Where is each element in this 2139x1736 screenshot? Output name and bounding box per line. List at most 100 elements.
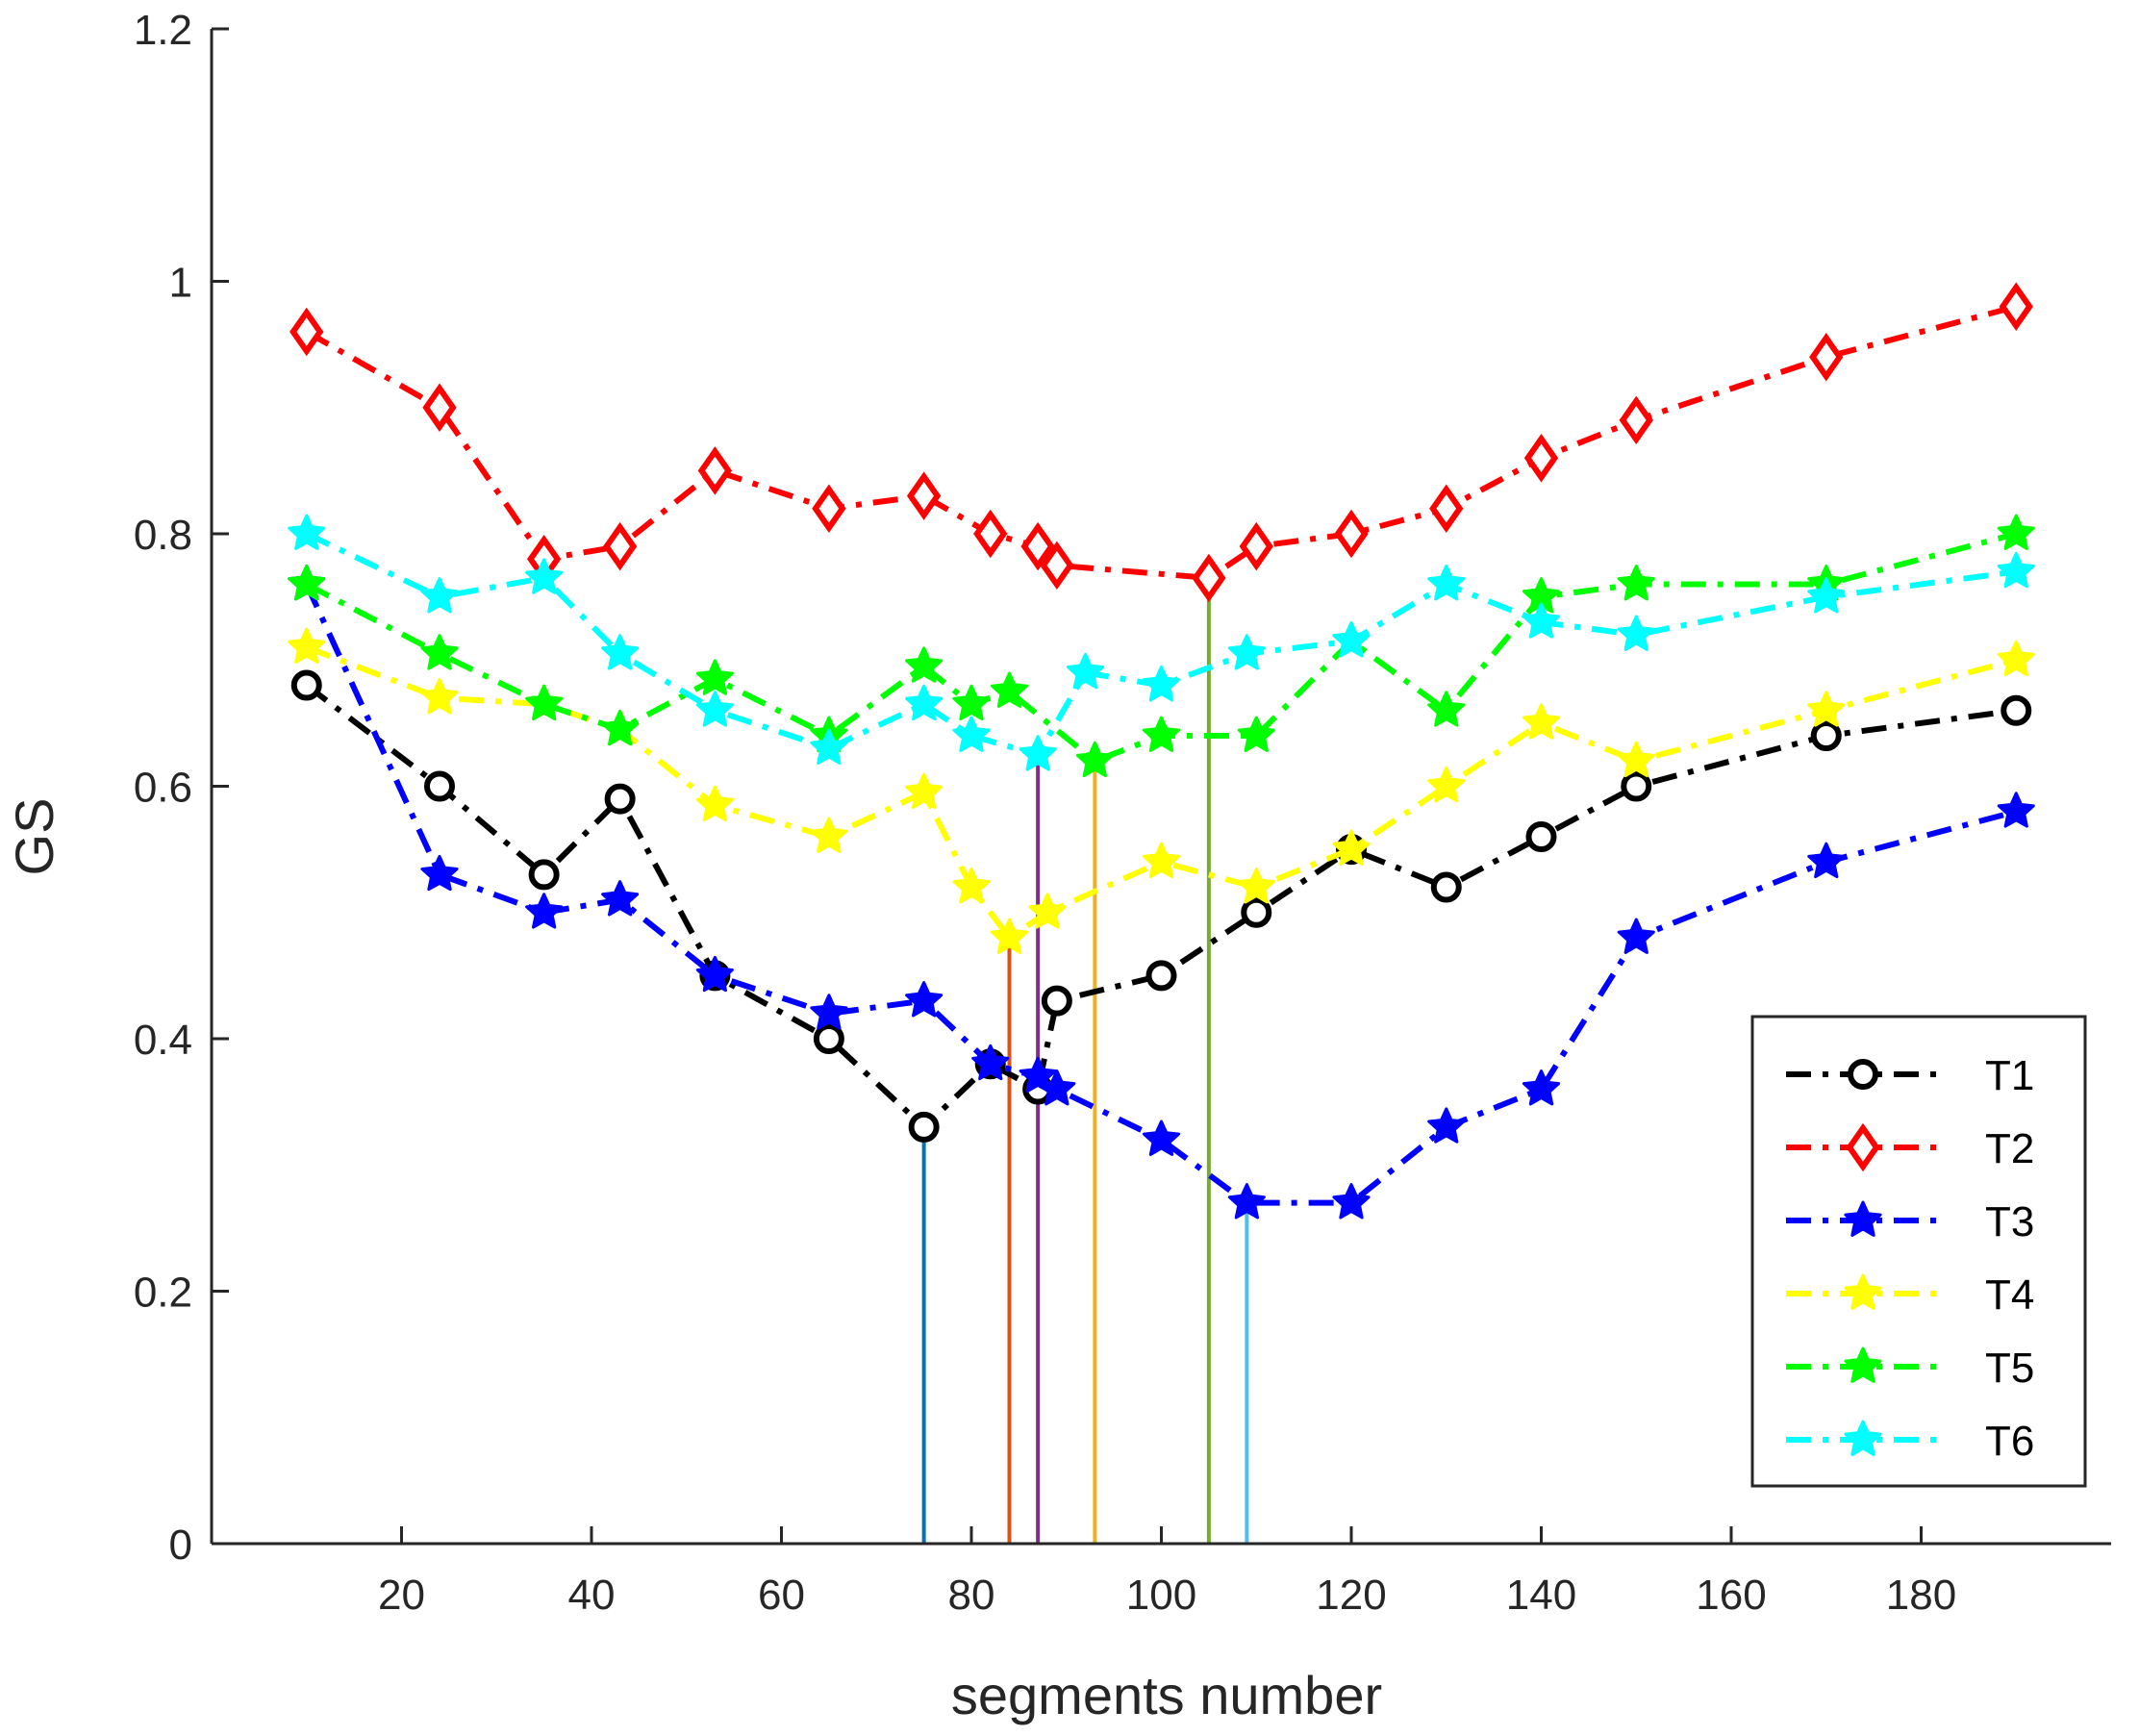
series-line xyxy=(304,683,2017,1130)
legend-label: T3 xyxy=(1985,1198,2034,1245)
data-point xyxy=(601,634,640,670)
legend-label: T1 xyxy=(1985,1052,2034,1099)
data-point xyxy=(695,955,734,993)
data-point xyxy=(1075,741,1114,778)
data-point xyxy=(1142,842,1181,879)
data-point xyxy=(973,509,1008,559)
x-tick-label: 120 xyxy=(1316,1572,1386,1619)
data-point xyxy=(905,646,944,683)
series-t2 xyxy=(289,282,2033,603)
series-t3 xyxy=(288,565,2035,1220)
legend-marker xyxy=(1844,1420,1882,1456)
legend-label: T6 xyxy=(1985,1418,2034,1465)
legend-marker xyxy=(1844,1346,1882,1383)
data-point xyxy=(908,1111,940,1143)
data-point xyxy=(1227,634,1266,670)
legend-item: T1 xyxy=(1786,1052,2034,1099)
series-t6 xyxy=(288,514,2035,771)
data-point xyxy=(952,716,991,752)
x-tick-label: 140 xyxy=(1506,1572,1576,1619)
data-point xyxy=(1237,868,1275,904)
data-point xyxy=(1807,842,1846,879)
legend-item: T2 xyxy=(1786,1122,2034,1172)
data-point xyxy=(695,659,734,695)
data-point xyxy=(1041,985,1072,1017)
data-point xyxy=(1617,565,1655,601)
data-point xyxy=(697,446,733,495)
data-point xyxy=(1999,282,2033,331)
x-tick-label: 60 xyxy=(758,1572,805,1619)
data-point xyxy=(1020,521,1055,571)
data-point xyxy=(1621,770,1652,802)
y-tick-label: 1 xyxy=(169,260,192,307)
x-tick-label: 100 xyxy=(1126,1572,1196,1619)
legend-marker xyxy=(1846,1122,1880,1172)
legend-marker xyxy=(1844,1273,1882,1310)
data-point xyxy=(1239,521,1273,571)
data-point xyxy=(424,770,455,802)
data-point xyxy=(289,307,324,357)
data-point xyxy=(601,880,640,917)
data-point xyxy=(1429,484,1464,533)
data-point xyxy=(288,514,326,550)
x-tick-label: 180 xyxy=(1886,1572,1956,1619)
legend-label: T4 xyxy=(1985,1271,2034,1319)
data-point xyxy=(525,684,564,721)
series-line xyxy=(304,583,2018,1206)
series-t4 xyxy=(288,627,2035,954)
data-point xyxy=(1019,735,1057,771)
x-axis-title: segments number xyxy=(951,1665,1382,1725)
y-tick-label: 0.8 xyxy=(134,512,192,559)
legend-box xyxy=(1750,1015,2087,1488)
data-point xyxy=(1038,1069,1076,1106)
data-point xyxy=(1332,829,1371,866)
data-point xyxy=(1810,720,1842,751)
data-point xyxy=(1332,1183,1371,1220)
data-point xyxy=(971,1044,1010,1081)
legend: T1 T2 T3 T4 T5 T6 xyxy=(1750,1015,2087,1488)
data-point xyxy=(1522,1069,1561,1106)
data-point xyxy=(602,521,638,571)
data-point xyxy=(1619,395,1653,445)
data-point xyxy=(952,684,991,721)
y-tick-label: 0.2 xyxy=(134,1270,192,1317)
data-point xyxy=(810,728,848,765)
legend-marker xyxy=(1844,1200,1882,1237)
data-point xyxy=(1145,960,1177,992)
data-point xyxy=(1066,652,1105,690)
data-point xyxy=(1334,509,1369,559)
data-point xyxy=(990,671,1029,708)
data-point xyxy=(288,627,326,664)
data-point xyxy=(1807,691,1846,727)
data-point xyxy=(1142,1120,1181,1156)
legend-marker xyxy=(1848,1059,1878,1090)
series-line xyxy=(305,644,2018,941)
data-point xyxy=(905,684,944,721)
data-point xyxy=(422,383,457,432)
data-point xyxy=(1525,821,1557,852)
data-point xyxy=(1237,716,1275,752)
data-point xyxy=(1427,1107,1466,1144)
data-point xyxy=(290,669,322,701)
data-point xyxy=(1997,551,2035,589)
legend-item: T3 xyxy=(1786,1198,2034,1245)
data-point xyxy=(1142,716,1181,752)
data-point xyxy=(1430,871,1462,903)
data-point xyxy=(1997,792,2035,828)
data-point xyxy=(1522,703,1561,740)
reference-lines xyxy=(921,577,1249,1544)
x-tick-label: 40 xyxy=(568,1572,616,1619)
data-point xyxy=(1332,621,1371,658)
y-tick-label: 1.2 xyxy=(134,7,192,54)
data-point xyxy=(695,691,734,727)
series-layer xyxy=(288,282,2035,1220)
y-axis-title: GS xyxy=(4,798,64,876)
data-point xyxy=(601,709,640,746)
data-point xyxy=(1028,893,1067,929)
data-point xyxy=(2001,694,2032,726)
axes: 20 40 60 80 100 120 140 160 180 0 0.2 0.4 0.6 0.8 1 1.2 xyxy=(134,7,2111,1619)
data-point xyxy=(1617,615,1655,651)
data-point xyxy=(1523,434,1559,483)
x-tick-label: 20 xyxy=(378,1572,425,1619)
